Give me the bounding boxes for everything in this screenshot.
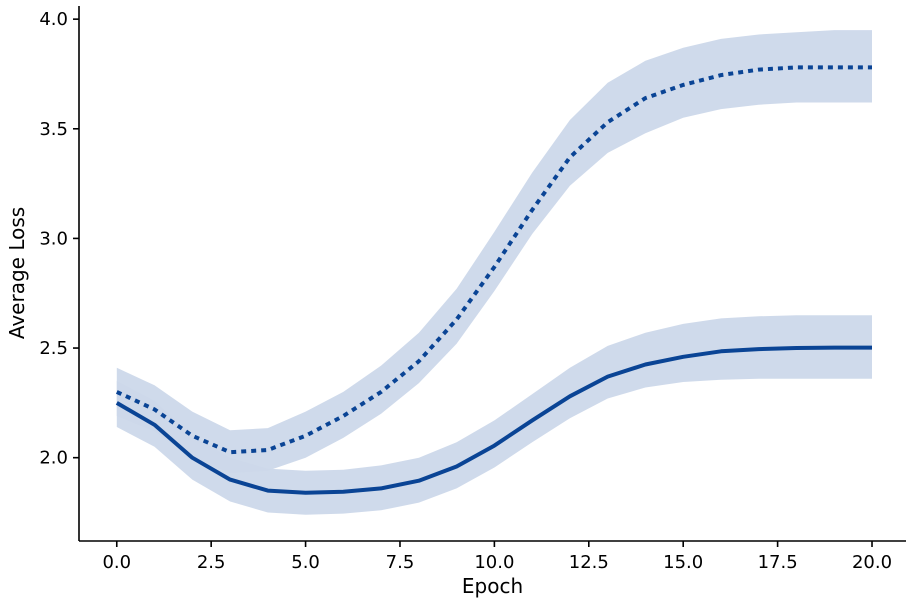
x-ticks: 0.0 2.5 5.0 7.5 10.0 12.5 15.0 17.5 20.0	[102, 541, 892, 573]
x-tick-label: 17.5	[758, 552, 798, 573]
y-ticks: 2.0 2.5 3.0 3.5 4.0	[39, 9, 79, 469]
x-axis-title: Epoch	[462, 574, 523, 598]
x-tick-label: 20.0	[852, 552, 892, 573]
x-tick-label: 0.0	[102, 552, 131, 573]
y-tick-label: 3.5	[39, 119, 68, 140]
series-lines	[115, 65, 872, 495]
x-tick-label: 2.5	[197, 552, 226, 573]
x-tick-label: 7.5	[386, 552, 415, 573]
y-tick-label: 3.0	[39, 228, 68, 249]
y-tick-label: 4.0	[39, 9, 68, 30]
x-tick-label: 15.0	[663, 552, 703, 573]
confidence-bands	[116, 30, 873, 515]
axes	[78, 6, 906, 542]
band-series-2	[116, 30, 873, 473]
line-series-2-dotted	[115, 65, 872, 455]
x-tick-label: 12.5	[569, 552, 609, 573]
y-tick-label: 2.0	[39, 448, 68, 469]
y-axis-title: Average Loss	[5, 207, 29, 339]
line-series-1-solid	[115, 345, 872, 495]
y-tick-label: 2.5	[39, 338, 68, 359]
band-series-1	[116, 315, 873, 515]
x-tick-label: 5.0	[291, 552, 320, 573]
x-tick-label: 10.0	[474, 552, 514, 573]
